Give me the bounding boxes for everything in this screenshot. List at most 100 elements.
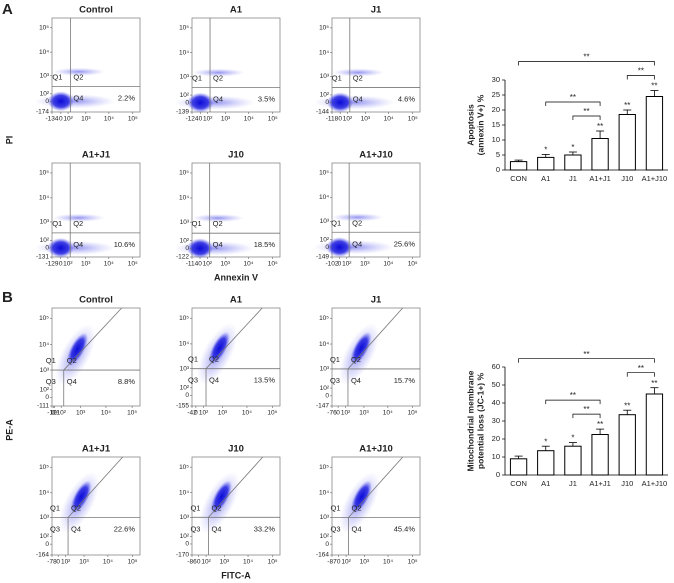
y-tick-label: 10 [492, 135, 500, 144]
x-tick-label: 10⁵ [408, 261, 418, 268]
x-axis-label: FITC-A [221, 570, 251, 580]
panel-label: B [2, 289, 13, 306]
y-tick-label: 0 [185, 541, 189, 548]
quadrant-label: Q2 [351, 503, 361, 512]
x-tick-label: 0 [337, 559, 341, 566]
y-tick-label: 10⁵ [319, 170, 329, 177]
bar [645, 96, 664, 171]
y-tick-label: 20 [492, 105, 500, 114]
x-tick-label: 0 [56, 559, 60, 566]
event-cloud [47, 237, 74, 258]
x-tick-label: 10³ [220, 559, 230, 566]
x-axis-label: Annexin V [214, 272, 258, 282]
x-tick-label: 10⁴ [383, 559, 393, 566]
x-tick-label: 10³ [359, 410, 369, 417]
x-tick-label: 10³ [360, 261, 370, 268]
y-axis-label: Mitochondrial membrane [465, 370, 475, 471]
y-tick-label: 10 [492, 452, 500, 461]
quadrant-label: Q2 [213, 219, 223, 228]
bar [618, 114, 636, 171]
event-cloud [332, 68, 385, 77]
y-tick-label: 10³ [40, 514, 50, 521]
quadrant-label: Q2 [73, 219, 83, 228]
y-tick-label: 10⁴ [179, 49, 189, 56]
event-cloud [70, 480, 92, 514]
bracket-label: ** [583, 350, 589, 359]
bracket-label: ** [638, 67, 644, 76]
x-tick-label: 10⁴ [243, 559, 253, 566]
quadrant-label: Q4 [71, 524, 81, 533]
event-cloud [187, 238, 214, 259]
plot-title: J10 [228, 150, 244, 161]
quadrant-label: Q2 [73, 73, 83, 82]
x-tick-label: 10⁴ [104, 116, 114, 123]
quadrant-label: Q4 [209, 376, 219, 385]
quadrant-label: Q2 [67, 356, 77, 365]
y-tick-label: 10⁴ [39, 489, 49, 496]
quadrant-percent: 8.8% [118, 377, 135, 386]
x-tick-label: 0 [51, 410, 55, 417]
event-cloud [208, 331, 230, 365]
x-tick-label: 0 [198, 261, 202, 268]
gate-line [348, 456, 404, 518]
x-tick-label: 10³ [81, 116, 91, 123]
quadrant-label: Q3 [330, 524, 340, 533]
x-tick-label: 10² [342, 261, 352, 268]
y-tick-label: 25 [492, 90, 500, 99]
y-tick-label: -170 [176, 552, 189, 559]
y-axis-label: potential loss (JC-1+) % [475, 373, 485, 470]
y-tick-label: 10² [40, 533, 50, 540]
event-cloud [351, 480, 372, 514]
significance-mark: * [544, 146, 547, 155]
panel-label: A [2, 1, 13, 18]
x-tick-label: -129 [45, 261, 58, 268]
quadrant-label: Q1 [192, 74, 202, 83]
x-tick-label: CON [510, 174, 527, 183]
y-tick-label: 0 [185, 392, 189, 399]
x-tick-label: J10 [621, 174, 633, 183]
y-tick-label: 10⁵ [319, 464, 329, 471]
x-tick-label: 10² [56, 410, 66, 417]
x-tick-label: 10⁴ [383, 410, 393, 417]
y-axis-label: Apoptosis [465, 104, 475, 146]
y-tick-label: 40 [492, 398, 500, 407]
y-tick-label: 10⁵ [39, 170, 49, 177]
y-tick-label: 10⁴ [179, 489, 189, 496]
y-tick-label: 0 [325, 99, 329, 106]
x-tick-label: 0 [197, 559, 201, 566]
x-tick-label: 10⁵ [268, 559, 278, 566]
y-tick-label: 10⁵ [39, 464, 49, 471]
x-tick-label: 10² [199, 410, 209, 417]
y-tick-label: 0 [496, 470, 500, 479]
bar [509, 458, 528, 476]
y-tick-label: 10³ [40, 72, 50, 79]
quadrant-percent: 22.6% [114, 524, 136, 533]
event-cloud [67, 332, 88, 366]
quadrant-label: Q1 [50, 503, 60, 512]
y-tick-label: 10³ [180, 514, 190, 521]
plot-title: A1+J1 [82, 150, 111, 161]
x-tick-label: J1 [569, 174, 577, 183]
quadrant-label: Q4 [353, 94, 363, 103]
x-tick-label: 10² [201, 559, 211, 566]
significance-bracket [518, 358, 655, 363]
significance-mark: ** [624, 401, 630, 410]
y-tick-label: 10⁵ [179, 170, 189, 177]
x-tick-label: 10⁵ [127, 410, 137, 417]
x-tick-label: A1+J1 [589, 174, 610, 183]
y-tick-label: 20 [492, 434, 500, 443]
bar [618, 414, 636, 476]
quadrant-label: Q4 [213, 240, 223, 249]
quadrant-label: Q4 [67, 377, 77, 386]
x-tick-label: 10³ [361, 116, 371, 123]
x-tick-label: 10³ [218, 410, 228, 417]
x-tick-label: 10⁵ [128, 261, 138, 268]
y-tick-label: 10² [40, 386, 50, 393]
y-tick-label: 10³ [180, 219, 190, 226]
quadrant-label: Q2 [213, 74, 223, 83]
quadrant-label: Q1 [52, 219, 62, 228]
event-cloud [52, 67, 105, 76]
y-tick-label: 10⁴ [319, 194, 329, 201]
x-tick-label: 0 [338, 116, 342, 123]
y-tick-label: 10² [320, 236, 330, 243]
